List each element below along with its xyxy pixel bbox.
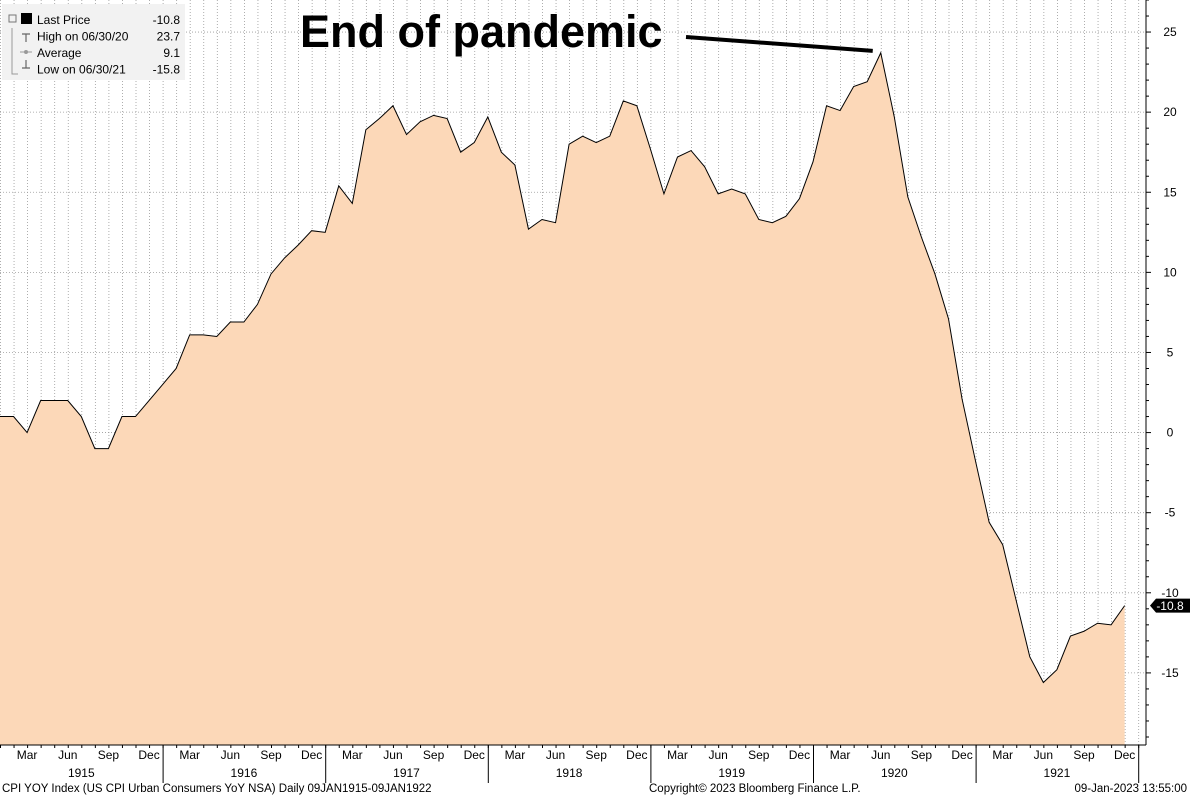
legend-background [2,4,185,80]
footer: CPI YOY Index (US CPI Urban Consumers Yo… [2,783,1187,795]
x-tick-label: Jun [1034,748,1053,762]
legend-collapse-icon [8,14,17,23]
x-tick-label: Jun [58,748,77,762]
legend-swatch-last-price [21,13,32,24]
x-year-label: 1916 [231,766,258,780]
legend-tree-line [11,28,18,75]
x-year-label: 1919 [718,766,745,780]
y-tick-label: -5 [1165,506,1176,520]
annotation-arrow [685,35,873,53]
series-area-fill [0,52,1125,746]
x-tick-label: Jun [708,748,727,762]
footer-copyright: Copyright© 2023 Bloomberg Finance L.P. [649,783,861,795]
x-tick-label: Mar [17,748,38,762]
x-tick-label: Sep [423,748,445,762]
y-tick-label: 25 [1163,25,1177,39]
y-tick-label: 5 [1167,345,1174,359]
x-tick-label: Jun [546,748,565,762]
legend-average-dot [24,50,28,54]
x-tick-label: Dec [301,748,322,762]
x-tick-label: Jun [871,748,890,762]
legend-entry-label: Average [37,46,82,60]
y-tick-label: 20 [1163,105,1177,119]
legend-entry-value: 23.7 [157,30,181,44]
x-tick-label: Dec [1114,748,1135,762]
legend-entry-value: -10.8 [153,13,181,27]
x-tick-label: Mar [342,748,363,762]
x-tick-label: Sep [586,748,608,762]
x-year-label: 1918 [556,766,583,780]
x-tick-label: Sep [260,748,282,762]
legend-entry-label: Low on 06/30/21 [37,63,126,77]
y-tick-label: -10 [1161,586,1179,600]
legend-low-icon [22,60,30,69]
legend-entry-value: -15.8 [153,63,181,77]
x-tick-label: Mar [992,748,1013,762]
x-tick-label: Sep [748,748,770,762]
y-tick-label: 0 [1167,426,1174,440]
footer-source: CPI YOY Index (US CPI Urban Consumers Yo… [2,783,432,795]
x-tick-label: Dec [138,748,159,762]
x-year-label: 1920 [881,766,908,780]
x-year-label: 1915 [68,766,95,780]
x-tick-label: Jun [383,748,402,762]
series-line [0,51,1126,684]
x-tick-label: Mar [179,748,200,762]
last-value-badge [1150,598,1190,613]
x-tick-label: Sep [911,748,933,762]
area-layer [0,51,1126,746]
x-tick-label: Jun [221,748,240,762]
x-tick-label: Sep [98,748,120,762]
annotation-group: End of pandemic [300,6,873,57]
x-tick-label: Mar [830,748,851,762]
legend-high-icon [22,33,30,42]
x-tick-label: Dec [464,748,485,762]
y-tick-label: 10 [1163,265,1177,279]
x-tick-label: Mar [505,748,526,762]
y-tick-label: -15 [1161,666,1179,680]
x-tick-label: Dec [951,748,972,762]
x-tick-label: Mar [667,748,688,762]
x-tick-label: Sep [1073,748,1095,762]
x-year-label: 1917 [393,766,420,780]
footer-timestamp: 09-Jan-2023 13:55:00 [1074,783,1187,795]
annotation-text: End of pandemic [300,6,663,57]
y-tick-label: 15 [1163,185,1177,199]
legend-entry-label: High on 06/30/20 [37,30,129,44]
last-value-label: -10.8 [1156,599,1184,613]
x-tick-label: Dec [789,748,810,762]
legend-entry-label: Last Price [37,13,91,27]
x-tick-label: Dec [626,748,647,762]
legend-entry-value: 9.1 [163,46,180,60]
legend-box: Last Price -10.8 High on 06/30/20 23.7 Avera… [2,4,185,80]
x-year-label: 1921 [1044,766,1071,780]
